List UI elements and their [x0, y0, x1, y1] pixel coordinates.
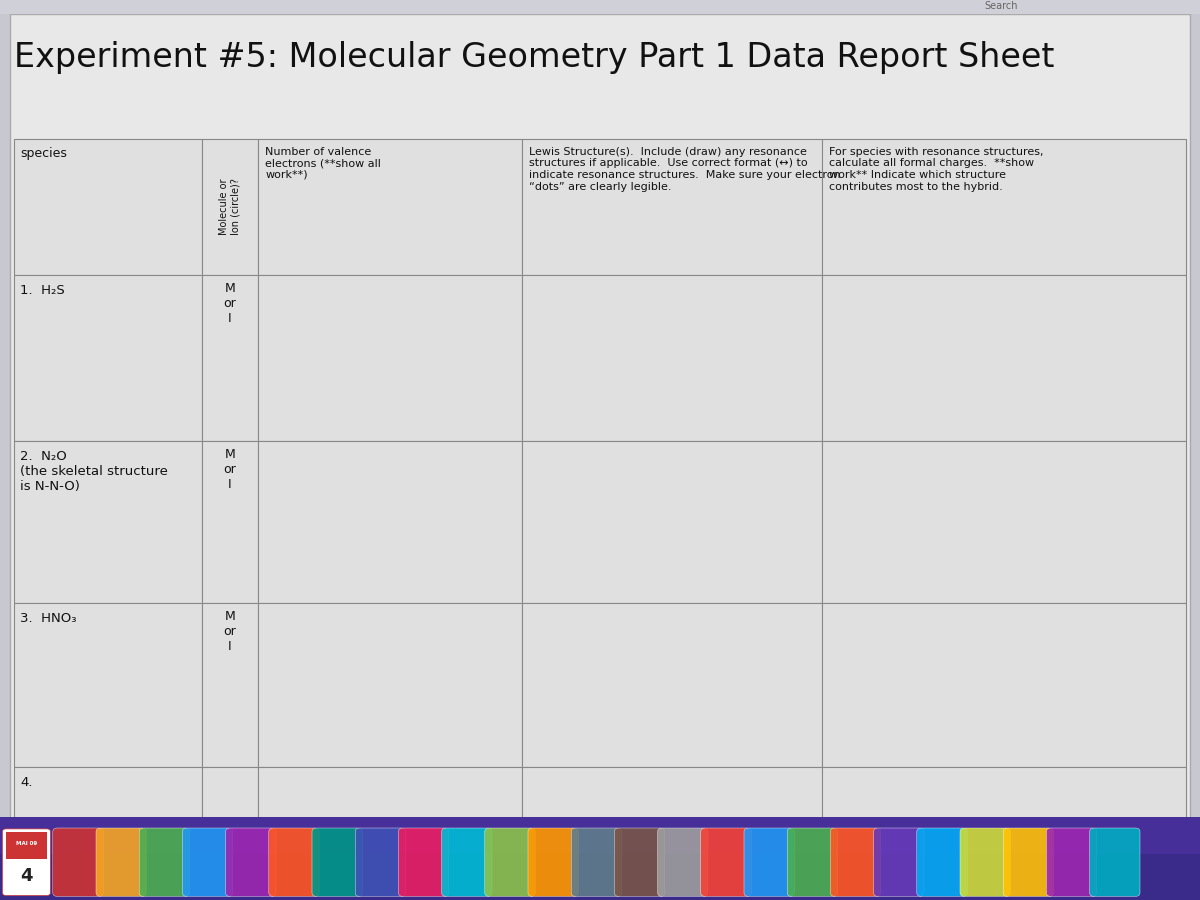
- Bar: [258, 441, 522, 603]
- Text: 4: 4: [20, 867, 32, 885]
- Bar: [258, 603, 522, 767]
- Bar: [522, 603, 822, 767]
- Bar: [822, 441, 1186, 603]
- FancyBboxPatch shape: [658, 828, 708, 896]
- Bar: [6, 832, 47, 860]
- Text: Molecule or
Ion (circle)?: Molecule or Ion (circle)?: [220, 178, 241, 236]
- FancyBboxPatch shape: [96, 828, 146, 896]
- Text: M
or
I: M or I: [223, 282, 236, 325]
- Bar: [202, 274, 258, 441]
- Bar: [14, 274, 202, 441]
- FancyBboxPatch shape: [528, 828, 578, 896]
- Bar: [822, 603, 1186, 767]
- Text: Search: Search: [984, 1, 1018, 12]
- FancyBboxPatch shape: [182, 828, 233, 896]
- FancyBboxPatch shape: [312, 828, 362, 896]
- Text: 1.  H₂S: 1. H₂S: [20, 284, 65, 296]
- Bar: [202, 767, 258, 828]
- FancyBboxPatch shape: [53, 828, 103, 896]
- Text: MAI 09: MAI 09: [16, 842, 37, 846]
- FancyBboxPatch shape: [1046, 828, 1097, 896]
- Bar: [258, 140, 522, 274]
- Bar: [0, 817, 1200, 854]
- Bar: [0, 0, 1200, 14]
- Bar: [822, 274, 1186, 441]
- FancyBboxPatch shape: [269, 828, 319, 896]
- FancyBboxPatch shape: [614, 828, 665, 896]
- Bar: [258, 274, 522, 441]
- Text: For species with resonance structures,
calculate all formal charges.  **show
wor: For species with resonance structures, c…: [829, 147, 1044, 192]
- Bar: [14, 767, 202, 828]
- Bar: [14, 603, 202, 767]
- FancyBboxPatch shape: [917, 828, 967, 896]
- FancyBboxPatch shape: [1003, 828, 1054, 896]
- FancyBboxPatch shape: [139, 828, 190, 896]
- Text: Lewis Structure(s).  Include (draw) any resonance
structures if applicable.  Use: Lewis Structure(s). Include (draw) any r…: [529, 147, 841, 192]
- Bar: [522, 767, 822, 828]
- Text: 4.: 4.: [20, 776, 32, 788]
- FancyBboxPatch shape: [398, 828, 449, 896]
- FancyBboxPatch shape: [960, 828, 1010, 896]
- FancyBboxPatch shape: [874, 828, 924, 896]
- Bar: [822, 140, 1186, 274]
- Bar: [522, 441, 822, 603]
- FancyBboxPatch shape: [830, 828, 881, 896]
- Text: 2.  N₂O
(the skeletal structure
is N-N-O): 2. N₂O (the skeletal structure is N-N-O): [20, 450, 168, 493]
- FancyBboxPatch shape: [485, 828, 535, 896]
- Bar: [822, 767, 1186, 828]
- Bar: [522, 140, 822, 274]
- FancyBboxPatch shape: [701, 828, 751, 896]
- Bar: [0, 817, 1200, 900]
- FancyBboxPatch shape: [442, 828, 492, 896]
- FancyBboxPatch shape: [571, 828, 622, 896]
- Text: Number of valence
electrons (**show all
work**): Number of valence electrons (**show all …: [265, 147, 382, 180]
- Text: 3.  HNO₃: 3. HNO₃: [20, 612, 77, 625]
- Text: M
or
I: M or I: [223, 448, 236, 491]
- FancyBboxPatch shape: [1090, 828, 1140, 896]
- Text: species: species: [20, 147, 67, 159]
- Bar: [202, 603, 258, 767]
- Bar: [14, 441, 202, 603]
- FancyBboxPatch shape: [355, 828, 406, 896]
- Bar: [522, 274, 822, 441]
- FancyBboxPatch shape: [787, 828, 838, 896]
- FancyBboxPatch shape: [2, 829, 50, 896]
- FancyBboxPatch shape: [744, 828, 794, 896]
- Bar: [202, 441, 258, 603]
- Bar: [202, 140, 258, 274]
- Bar: [258, 767, 522, 828]
- Text: M
or
I: M or I: [223, 610, 236, 653]
- Text: Experiment #5: Molecular Geometry Part 1 Data Report Sheet: Experiment #5: Molecular Geometry Part 1…: [14, 40, 1055, 74]
- Bar: [14, 140, 202, 274]
- FancyBboxPatch shape: [226, 828, 276, 896]
